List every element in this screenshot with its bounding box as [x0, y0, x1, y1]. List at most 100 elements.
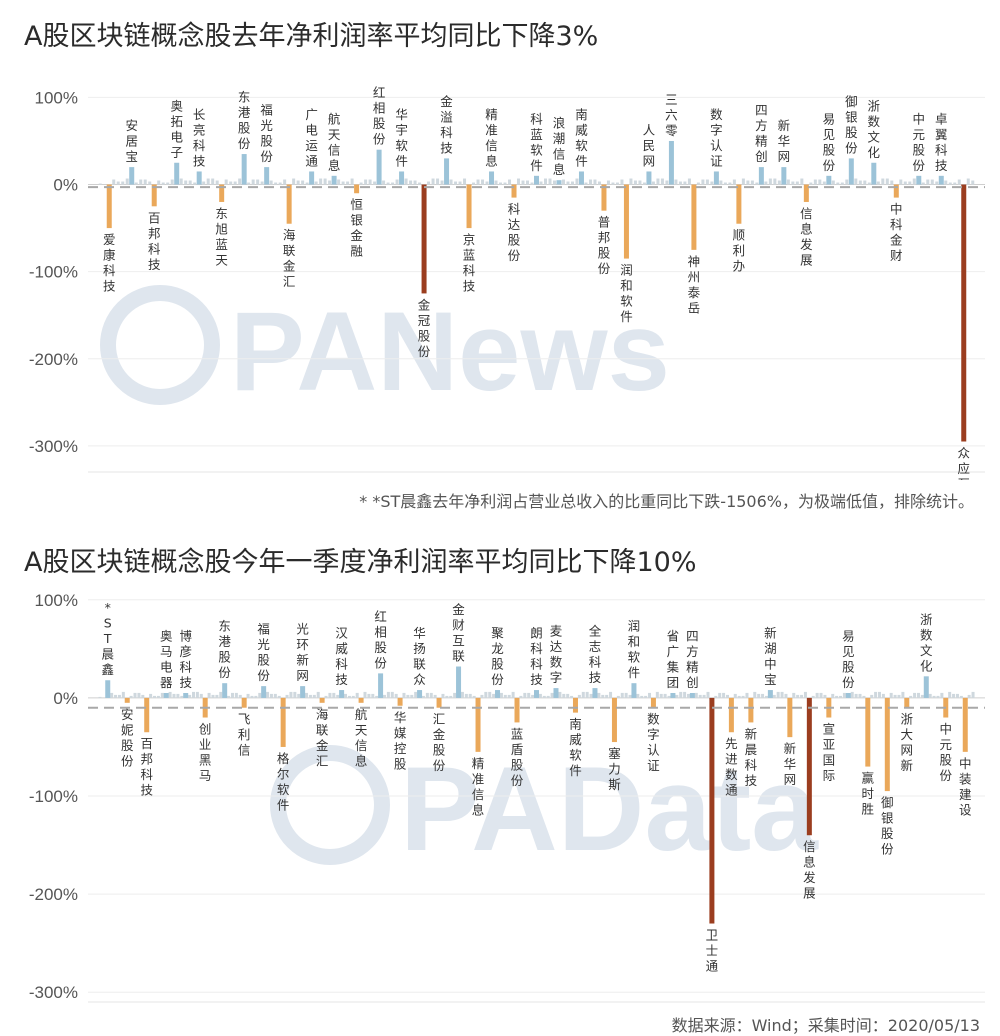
minor-bar	[562, 693, 566, 698]
bar	[781, 167, 787, 185]
minor-bar	[542, 695, 546, 698]
bar-label: 精准信息	[485, 107, 498, 169]
bar-label: 塞力斯	[608, 746, 621, 792]
minor-bar	[224, 179, 228, 185]
minor-bar	[316, 691, 320, 698]
bar-label: 新晨科技	[745, 726, 758, 788]
minor-bar	[319, 178, 323, 185]
bar-label: 数字认证	[647, 712, 660, 774]
minor-bar	[611, 182, 615, 185]
bar-label: 中元股份	[913, 111, 926, 173]
bar	[961, 184, 967, 442]
bar	[631, 683, 637, 698]
minor-bar	[121, 181, 125, 185]
minor-bar	[538, 693, 542, 698]
bar-label: 新华网	[784, 741, 797, 787]
bar	[601, 184, 607, 211]
minor-bar	[449, 695, 453, 698]
bar	[806, 697, 812, 836]
minor-bar	[561, 179, 565, 185]
bar-label: 易见股份	[823, 111, 836, 173]
minor-bar	[238, 694, 242, 698]
minor-bar	[180, 695, 184, 698]
bar	[826, 175, 832, 185]
minor-bar	[660, 178, 664, 185]
bar-label: 润和软件	[620, 263, 633, 325]
minor-bar	[903, 181, 907, 185]
bar	[938, 175, 944, 185]
y-tick-label: -300%	[29, 437, 78, 456]
minor-bar	[881, 178, 885, 185]
bar-label: 南威软件	[569, 717, 582, 779]
bar-label: 浙数文化	[920, 612, 933, 674]
minor-bar	[633, 180, 637, 185]
bar	[803, 184, 809, 202]
minor-bar	[266, 691, 270, 698]
minor-bar	[346, 181, 350, 185]
minor-bar	[344, 693, 348, 698]
minor-bar	[363, 691, 367, 698]
minor-bar	[659, 693, 663, 698]
minor-bar	[418, 182, 422, 185]
minor-bar	[141, 694, 145, 698]
bar-label: 奥拓电子	[170, 98, 183, 160]
minor-bar	[527, 692, 531, 698]
minor-bar	[511, 691, 515, 698]
bar-label: 格尔软件	[277, 751, 290, 813]
minor-bar	[114, 694, 118, 698]
minor-bar	[876, 181, 880, 185]
minor-bar	[193, 182, 197, 185]
minor-bar	[577, 694, 581, 698]
minor-bar	[566, 693, 570, 698]
minor-bar	[472, 695, 476, 698]
bar	[261, 686, 267, 698]
bar-label: 中装建设	[959, 756, 972, 818]
minor-bar	[441, 693, 445, 698]
minor-bar	[440, 180, 444, 185]
bar	[105, 680, 111, 698]
minor-bar	[719, 180, 723, 185]
bar	[689, 693, 695, 698]
bar-label: 四方精创	[755, 103, 768, 165]
minor-bar	[901, 691, 905, 698]
bar-label: 先进数通	[725, 736, 738, 798]
minor-bar	[364, 179, 368, 185]
minor-bar	[292, 178, 296, 185]
minor-bar	[683, 691, 687, 698]
bar	[280, 697, 286, 747]
minor-bar	[800, 694, 804, 698]
minor-bar	[227, 695, 231, 698]
bar	[962, 697, 968, 752]
minor-bar	[909, 695, 913, 698]
minor-bar	[368, 179, 372, 185]
minor-bar	[776, 691, 780, 698]
minor-bar	[916, 692, 920, 698]
bar-label: 浙大网新	[901, 712, 914, 774]
watermark-logo-icon	[270, 745, 390, 865]
bar-label: 安妮股份	[121, 707, 134, 769]
minor-bar	[932, 695, 936, 698]
minor-bar	[297, 693, 301, 698]
bar-label: 神州泰岳	[688, 254, 701, 316]
minor-bar	[206, 178, 210, 185]
minor-bar	[269, 180, 273, 185]
bar	[736, 184, 742, 224]
minor-bar	[314, 181, 318, 185]
minor-bar	[503, 182, 507, 185]
minor-bar	[818, 179, 822, 185]
minor-bar	[260, 181, 264, 185]
minor-bar	[890, 180, 894, 185]
minor-bar	[355, 692, 359, 698]
bar	[713, 171, 719, 185]
minor-bar	[581, 691, 585, 698]
minor-bar	[431, 178, 435, 185]
bar-label: 百邦科技	[140, 736, 153, 798]
minor-bar	[157, 180, 161, 185]
bar-label: 金冠股份	[418, 297, 431, 358]
minor-bar	[406, 694, 410, 698]
minor-bar	[293, 691, 297, 698]
bar-label: 四方精创	[686, 629, 699, 691]
minor-bar	[98, 696, 102, 698]
minor-bar	[928, 693, 932, 698]
